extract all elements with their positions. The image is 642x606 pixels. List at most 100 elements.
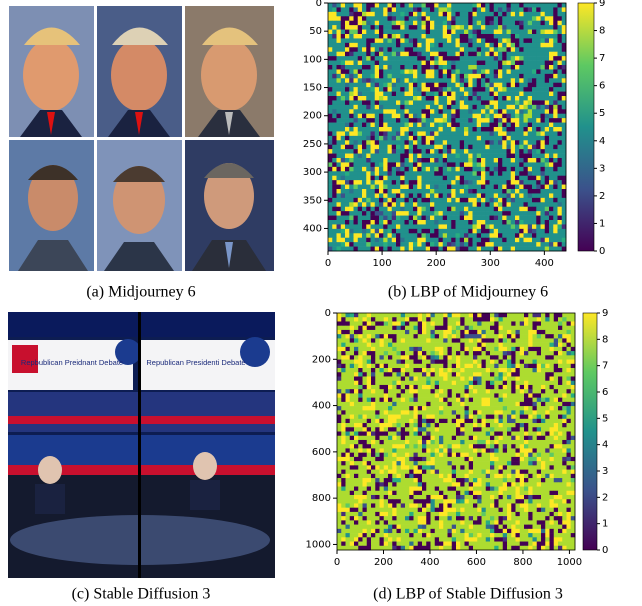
- heatmap-cell: [379, 149, 384, 154]
- heatmap-cell: [328, 211, 333, 216]
- heatmap-cell: [498, 78, 503, 83]
- heatmap-cell: [439, 7, 444, 12]
- heatmap-cell: [558, 440, 563, 445]
- heatmap-cell: [456, 402, 461, 407]
- heatmap-cell: [502, 61, 507, 66]
- heatmap-cell: [549, 171, 554, 176]
- heatmap-cell: [358, 158, 363, 163]
- heatmap-cell: [358, 372, 363, 377]
- heatmap-cell: [439, 69, 444, 74]
- heatmap-cell: [434, 154, 439, 159]
- heatmap-cell: [520, 393, 525, 398]
- heatmap-cell: [426, 242, 431, 247]
- heatmap-cell: [554, 355, 559, 360]
- heatmap-cell: [507, 360, 512, 365]
- heatmap-cell: [468, 43, 473, 48]
- heatmap-cell: [545, 432, 550, 437]
- heatmap-cell: [448, 321, 453, 326]
- heatmap-cell: [417, 176, 422, 181]
- heatmap-cell: [328, 87, 333, 92]
- heatmap-cell: [541, 360, 546, 365]
- heatmap-cell: [528, 131, 533, 136]
- heatmap-cell: [486, 313, 491, 318]
- heatmap-cell: [536, 224, 541, 229]
- heatmap-cell: [532, 123, 537, 128]
- heatmap-cell: [485, 247, 490, 252]
- heatmap-cell: [380, 423, 385, 428]
- heatmap-cell: [358, 313, 363, 318]
- heatmap-cell: [439, 427, 444, 432]
- heatmap-cell: [545, 224, 550, 229]
- heatmap-cell: [443, 351, 448, 356]
- heatmap-cell: [422, 330, 427, 335]
- heatmap-cell: [426, 118, 431, 123]
- heatmap-cell: [532, 180, 537, 185]
- heatmap-cell: [431, 372, 436, 377]
- heatmap-cell: [447, 65, 452, 70]
- heatmap-cell: [375, 238, 380, 243]
- heatmap-cell: [426, 347, 431, 352]
- heatmap-cell: [366, 30, 371, 35]
- heatmap-cell: [413, 21, 418, 26]
- heatmap-cell: [499, 313, 504, 318]
- heatmap-cell: [388, 34, 393, 39]
- heatmap-cell: [337, 193, 342, 198]
- heatmap-cell: [341, 444, 346, 449]
- heatmap-cell: [456, 355, 461, 360]
- heatmap-cell: [396, 224, 401, 229]
- heatmap-cell: [328, 167, 333, 172]
- heatmap-cell: [383, 136, 388, 141]
- heatmap-cell: [354, 145, 359, 150]
- heatmap-cell: [536, 52, 541, 57]
- heatmap-cell: [346, 376, 351, 381]
- heatmap-cell: [465, 381, 470, 386]
- heatmap-cell: [401, 368, 406, 373]
- heatmap-cell: [533, 334, 538, 339]
- heatmap-cell: [507, 25, 512, 30]
- heatmap-cell: [464, 167, 469, 172]
- heatmap-cell: [507, 432, 512, 437]
- heatmap-cell: [468, 167, 473, 172]
- heatmap-cell: [400, 140, 405, 145]
- heatmap-cell: [417, 118, 422, 123]
- heatmap-cell: [507, 43, 512, 48]
- heatmap-cell: [528, 83, 533, 88]
- heatmap-cell: [422, 317, 427, 322]
- heatmap-cell: [485, 83, 490, 88]
- heatmap-cell: [558, 444, 563, 449]
- heatmap-cell: [426, 360, 431, 365]
- heatmap-cell: [358, 74, 363, 79]
- heatmap-cell: [524, 185, 529, 190]
- heatmap-cell: [490, 415, 495, 420]
- heatmap-cell: [430, 140, 435, 145]
- heatmap-cell: [426, 69, 431, 74]
- heatmap-cell: [511, 343, 516, 348]
- heatmap-cell: [417, 207, 422, 212]
- heatmap-cell: [354, 351, 359, 356]
- heatmap-cell: [486, 355, 491, 360]
- heatmap-cell: [383, 96, 388, 101]
- heatmap-cell: [494, 355, 499, 360]
- heatmap-cell: [345, 207, 350, 212]
- heatmap-cell: [434, 149, 439, 154]
- heatmap-cell: [486, 444, 491, 449]
- heatmap-cell: [507, 376, 512, 381]
- heatmap-cell: [482, 372, 487, 377]
- heatmap-cell: [558, 351, 563, 356]
- heatmap-cell: [452, 321, 457, 326]
- heatmap-cell: [486, 338, 491, 343]
- heatmap-cell: [503, 406, 508, 411]
- heatmap-cell: [494, 220, 499, 225]
- heatmap-cell: [507, 65, 512, 70]
- heatmap-cell: [371, 3, 376, 8]
- heatmap-cell: [337, 347, 342, 352]
- heatmap-cell: [460, 38, 465, 43]
- heatmap-cell: [405, 92, 410, 97]
- heatmap-cell: [443, 198, 448, 203]
- heatmap-cell: [536, 140, 541, 145]
- heatmap-cell: [553, 118, 558, 123]
- heatmap-cell: [541, 313, 546, 318]
- heatmap-cell: [468, 3, 473, 8]
- heatmap-cell: [511, 444, 516, 449]
- heatmap-cell: [371, 423, 376, 428]
